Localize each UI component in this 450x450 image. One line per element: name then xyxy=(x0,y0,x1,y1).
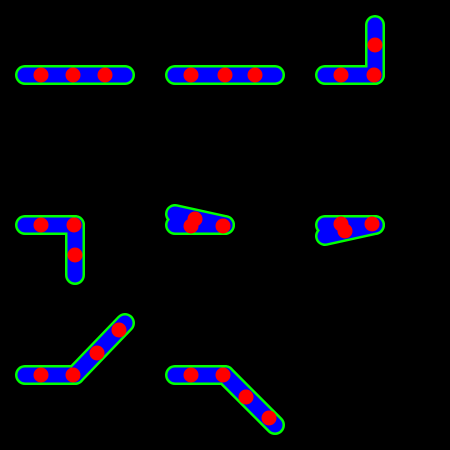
joint-dot xyxy=(367,37,383,53)
joint-dot xyxy=(65,67,81,83)
joint-dot xyxy=(364,216,380,232)
figure-bend-up xyxy=(315,15,385,85)
joint-dot xyxy=(366,67,382,83)
joint-dot xyxy=(217,67,233,83)
figure-straight xyxy=(15,65,135,85)
joint-dot xyxy=(261,410,277,426)
joint-dot xyxy=(215,367,231,383)
joint-dot xyxy=(66,217,82,233)
figure-fold-up xyxy=(165,204,235,235)
joint-dot xyxy=(183,367,199,383)
joint-dot xyxy=(65,367,81,383)
joint-dot xyxy=(33,367,49,383)
figure-overlap xyxy=(165,65,285,85)
joint-dot xyxy=(215,218,231,234)
joint-dot xyxy=(187,211,203,227)
joint-dot xyxy=(67,247,83,263)
joint-dot xyxy=(247,67,263,83)
joint-dot xyxy=(97,67,113,83)
figure-diagonal-down xyxy=(165,365,285,435)
joint-dot xyxy=(183,67,199,83)
joint-dot xyxy=(337,223,353,239)
joint-dot xyxy=(111,322,127,338)
joint-dot xyxy=(33,67,49,83)
joint-dot xyxy=(238,389,254,405)
figure-diagonal-up xyxy=(15,313,135,385)
joint-dot xyxy=(89,345,105,361)
joint-dot xyxy=(333,67,349,83)
joint-dot xyxy=(33,217,49,233)
figure-bend-down xyxy=(15,215,85,285)
figure-fold-down xyxy=(315,215,385,246)
